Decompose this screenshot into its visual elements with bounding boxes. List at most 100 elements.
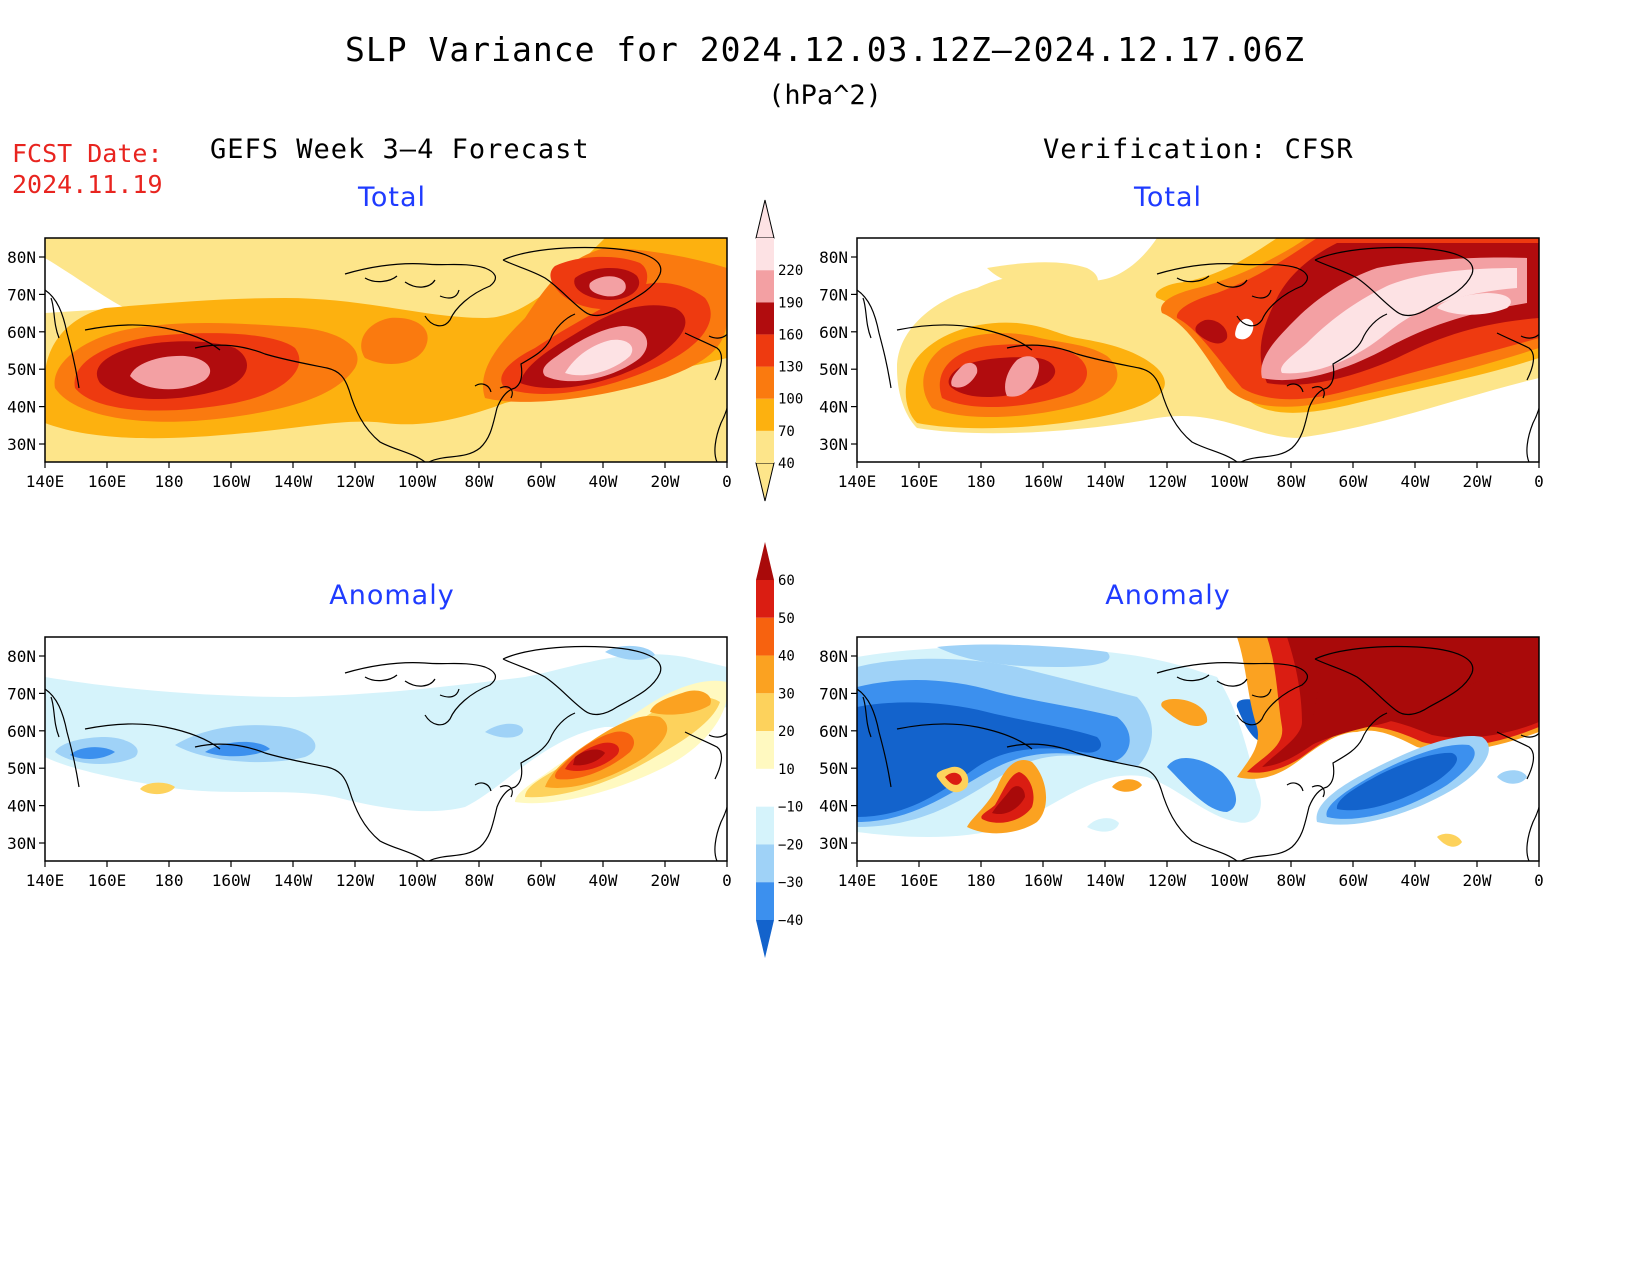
lon-tick-label: 140W (1086, 871, 1125, 890)
lon-tick-label: 180 (155, 472, 184, 491)
lon-tick-label: 100W (1210, 871, 1249, 890)
colorbar-anomaly-low-arrow (756, 920, 774, 958)
lon-tick-label: 140W (274, 871, 313, 890)
colorbar-total-swatch (756, 270, 774, 303)
lon-tick-label: 160E (88, 871, 127, 890)
lat-tick-label: 30N (7, 435, 36, 454)
lon-tick-label: 140W (1086, 472, 1125, 491)
lat-tick-label: 50N (819, 360, 848, 379)
colorbar-anomaly-label: 30 (778, 686, 795, 702)
lat-tick-label: 60N (819, 722, 848, 741)
lon-tick-label: 0 (722, 871, 732, 890)
frame-fcst-total (44, 237, 728, 463)
lon-tick-label: 0 (722, 472, 732, 491)
lon-tick-label: 120W (336, 871, 375, 890)
lon-tick-label: 140E (26, 871, 65, 890)
colorbar-total-label: 40 (778, 456, 795, 472)
colorbar-total-swatch (756, 430, 774, 463)
colorbar-total-swatch (756, 238, 774, 271)
lat-tick-label: 80N (7, 248, 36, 267)
colorbar-total-label: 220 (778, 263, 803, 279)
colorbar-anomaly-swatch (756, 844, 774, 883)
panel-label-cfsr-anomaly: Anomaly (1105, 580, 1231, 611)
lat-tick-label: 80N (819, 248, 848, 267)
lat-tick-label: 70N (7, 285, 36, 304)
lat-tick-label: 40N (819, 797, 848, 816)
fcst-date-label: FCST Date: (12, 139, 163, 168)
lat-tick-label: 40N (7, 398, 36, 417)
main-title: SLP Variance for 2024.12.03.12Z–2024.12.… (345, 30, 1305, 69)
lon-tick-label: 0 (1534, 871, 1544, 890)
colorbar-anomaly: 60 50 40 30 20 10 −10 −20 −30 −40 (756, 542, 803, 958)
lon-tick-label: 60W (1339, 472, 1368, 491)
colorbar-anomaly-label: 40 (778, 649, 795, 665)
colorbar-anomaly-label: −40 (778, 913, 803, 929)
lat-tick-label: 40N (7, 797, 36, 816)
lon-tick-label: 160W (212, 871, 251, 890)
lat-tick-label: 50N (7, 759, 36, 778)
map-cfsr-anomaly (857, 637, 1539, 861)
lon-tick-label: 140E (838, 871, 877, 890)
lon-tick-label: 40W (589, 871, 618, 890)
lon-tick-label: 160W (1024, 871, 1063, 890)
colorbar-anomaly-label: −20 (778, 837, 803, 853)
colorbar-anomaly-swatch (756, 617, 774, 656)
lat-tick-label: 30N (819, 834, 848, 853)
lon-tick-label: 80W (1277, 871, 1306, 890)
colorbar-total-swatch (756, 302, 774, 335)
colorbar-total-swatch (756, 366, 774, 399)
colorbar-anomaly-swatch (756, 580, 774, 618)
colorbar-total-high-arrow (755, 199, 775, 239)
lat-tick-label: 70N (819, 684, 848, 703)
colorbar-anomaly-label: 60 (778, 573, 795, 589)
colorbar-total-label: 130 (778, 360, 803, 376)
colorbar-anomaly-label: −10 (778, 800, 803, 816)
colorbar-anomaly-swatch (756, 768, 774, 807)
colorbar-anomaly-swatch (756, 655, 774, 694)
map-fcst-anomaly (45, 637, 727, 861)
lon-tick-label: 80W (465, 472, 494, 491)
colorbar-anomaly-label: 50 (778, 611, 795, 627)
lon-tick-label: 180 (967, 472, 996, 491)
lon-tick-label: 0 (1534, 472, 1544, 491)
lat-tick-label: 60N (819, 323, 848, 342)
lat-tick-label: 70N (819, 285, 848, 304)
lon-tick-label: 20W (651, 871, 680, 890)
colorbar-anomaly-label: −30 (778, 875, 803, 891)
lon-tick-label: 160W (1024, 472, 1063, 491)
colorbar-total-label: 190 (778, 295, 803, 311)
lon-tick-label: 40W (589, 472, 618, 491)
colorbar-total: 40 70 100 130 160 190 220 (755, 199, 803, 502)
lon-tick-label: 120W (1148, 472, 1187, 491)
lon-tick-label: 60W (1339, 871, 1368, 890)
units-label: (hPa^2) (768, 80, 882, 111)
panel-label-fcst-total: Total (357, 182, 427, 213)
colorbar-total-swatch (756, 334, 774, 367)
lon-tick-label: 80W (1277, 472, 1306, 491)
lon-tick-label: 20W (651, 472, 680, 491)
lon-tick-label: 20W (1463, 472, 1492, 491)
colorbar-anomaly-label: 20 (778, 724, 795, 740)
colorbar-total-label: 70 (778, 424, 795, 440)
lon-tick-label: 100W (398, 472, 437, 491)
colorbar-total-swatch (756, 398, 774, 431)
lon-tick-label: 80W (465, 871, 494, 890)
lon-tick-label: 100W (1210, 472, 1249, 491)
frame-cfsr-anomaly (856, 636, 1540, 862)
lat-tick-label: 80N (819, 647, 848, 666)
lat-tick-label: 30N (7, 834, 36, 853)
lon-tick-label: 60W (527, 472, 556, 491)
colorbar-total-label: 100 (778, 392, 803, 408)
lon-tick-label: 100W (398, 871, 437, 890)
colorbar-anomaly-swatch (756, 882, 774, 920)
lon-tick-label: 160W (212, 472, 251, 491)
lon-tick-label: 160E (900, 871, 939, 890)
lat-tick-label: 50N (7, 360, 36, 379)
lon-tick-label: 40W (1401, 871, 1430, 890)
lat-tick-label: 60N (7, 323, 36, 342)
colorbar-anomaly-swatch (756, 693, 774, 732)
lon-tick-label: 60W (527, 871, 556, 890)
colorbar-anomaly-label: 10 (778, 762, 795, 778)
lon-tick-label: 140W (274, 472, 313, 491)
